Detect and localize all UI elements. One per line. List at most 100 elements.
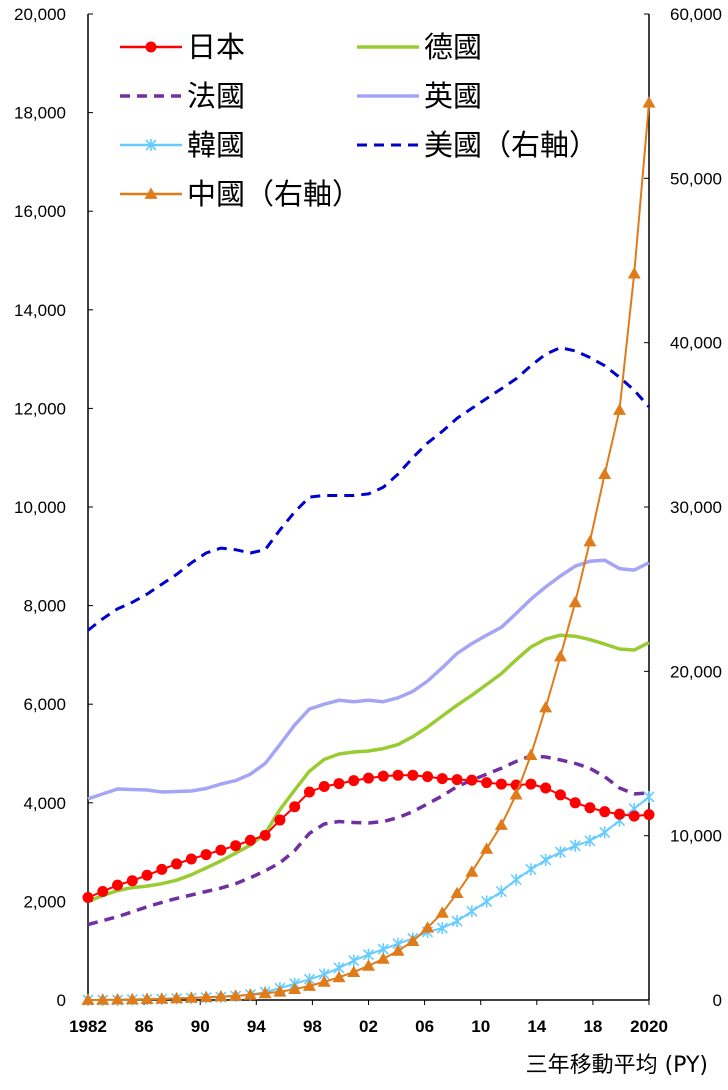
series-usa xyxy=(87,346,651,632)
data-point-japan xyxy=(643,809,655,821)
legend-item-korea: 韓國 xyxy=(120,128,245,162)
data-point-china xyxy=(362,959,375,971)
left-tick-label: 20,000 xyxy=(14,5,66,24)
data-point-china xyxy=(376,952,390,964)
x-tick-label: 06 xyxy=(415,1017,434,1036)
data-point-korea xyxy=(362,948,375,961)
data-point-china xyxy=(243,988,257,1000)
data-point-japan xyxy=(171,858,183,870)
data-point-china xyxy=(391,944,405,956)
data-point-japan xyxy=(156,863,168,875)
left-tick-label: 4,000 xyxy=(23,794,66,813)
series-germany xyxy=(87,633,650,904)
data-point-china xyxy=(229,989,243,1001)
data-point-japan xyxy=(392,769,404,781)
right-tick-label: 60,000 xyxy=(670,5,722,24)
data-point-china xyxy=(302,979,316,991)
left-axis-ticks: 0 2,000 4,000 6,000 8,000 10,000 12,000 14,000 1… xyxy=(14,5,93,1010)
x-axis-ticks: 1982 86 90 94 98 02 06 10 14 18 2020 xyxy=(69,1000,668,1036)
legend-label: 中國（右軸） xyxy=(187,177,361,211)
data-point-japan xyxy=(274,814,286,826)
right-tick-label: 40,000 xyxy=(670,334,722,353)
x-tick-label: 2020 xyxy=(630,1017,668,1036)
data-point-china xyxy=(214,990,228,1002)
legend-item-japan: 日本 xyxy=(120,30,245,64)
data-point-china xyxy=(111,993,125,1005)
data-point-korea xyxy=(510,873,522,886)
data-point-japan xyxy=(451,774,463,786)
data-point-china xyxy=(583,535,597,547)
data-point-japan xyxy=(318,781,330,793)
x-tick-label: 02 xyxy=(359,1017,378,1036)
left-tick-label: 18,000 xyxy=(14,104,66,123)
series-france xyxy=(87,754,650,927)
data-point-japan xyxy=(628,810,640,822)
data-point-china xyxy=(450,886,464,899)
right-tick-label: 30,000 xyxy=(670,498,722,517)
x-tick-label: 14 xyxy=(527,1017,546,1036)
legend-label: 美國（右軸） xyxy=(424,128,598,162)
data-point-china xyxy=(465,865,479,877)
series-uk xyxy=(87,558,650,801)
data-point-japan xyxy=(348,775,360,787)
data-point-china xyxy=(509,788,523,800)
x-tick-label: 10 xyxy=(471,1017,490,1036)
data-point-korea xyxy=(554,846,566,859)
data-point-japan xyxy=(599,806,611,818)
x-tick-label: 94 xyxy=(247,1017,266,1036)
data-point-japan xyxy=(569,797,581,809)
data-point-china xyxy=(347,965,361,977)
right-tick-label: 0 xyxy=(713,991,722,1010)
data-point-china xyxy=(273,985,287,997)
data-point-china xyxy=(406,934,420,947)
left-tick-label: 14,000 xyxy=(14,301,66,320)
series-japan xyxy=(82,769,655,903)
data-point-china xyxy=(155,992,169,1004)
data-point-china xyxy=(184,991,198,1003)
series-line-uk xyxy=(87,558,650,801)
data-point-china xyxy=(480,842,494,854)
data-point-china xyxy=(627,267,641,279)
left-tick-label: 12,000 xyxy=(14,399,66,418)
data-point-china xyxy=(170,991,184,1004)
legend-label: 韓國 xyxy=(187,128,245,162)
data-point-japan xyxy=(97,886,109,898)
data-point-china xyxy=(612,403,626,415)
data-point-japan xyxy=(407,769,419,781)
series-line-france xyxy=(87,754,650,927)
data-point-japan xyxy=(422,771,434,783)
x-tick-label: 98 xyxy=(303,1017,322,1036)
data-point-japan xyxy=(466,774,478,786)
data-point-korea xyxy=(466,905,478,918)
legend-item-france: 法國 xyxy=(120,79,245,113)
data-point-japan xyxy=(215,844,227,856)
left-tick-label: 16,000 xyxy=(14,202,66,221)
data-point-japan xyxy=(200,849,212,861)
data-point-japan xyxy=(525,778,537,790)
data-point-japan xyxy=(377,770,389,782)
data-point-korea xyxy=(348,954,360,967)
data-point-japan xyxy=(613,808,625,820)
data-point-china xyxy=(539,700,553,713)
data-point-korea xyxy=(525,863,537,876)
data-point-japan xyxy=(82,891,94,903)
data-point-china xyxy=(524,748,538,761)
legend-label: 德國 xyxy=(424,30,482,64)
legend-item-uk: 英國 xyxy=(357,79,482,113)
x-tick-label: 90 xyxy=(191,1017,210,1036)
data-point-korea xyxy=(481,895,493,908)
data-point-japan xyxy=(289,801,301,813)
data-point-japan xyxy=(141,869,153,881)
data-point-japan xyxy=(554,789,566,801)
data-point-korea xyxy=(599,826,611,839)
data-point-japan xyxy=(495,778,507,790)
left-tick-label: 6,000 xyxy=(23,695,66,714)
data-point-japan xyxy=(112,879,124,891)
right-axis-ticks: 0 10,000 20,000 30,000 40,000 50,000 60,000 xyxy=(644,5,722,1010)
data-point-china xyxy=(494,818,508,830)
data-point-china xyxy=(199,990,213,1003)
data-point-japan xyxy=(230,840,242,852)
legend-item-usa: 美國（右軸） xyxy=(357,128,598,162)
